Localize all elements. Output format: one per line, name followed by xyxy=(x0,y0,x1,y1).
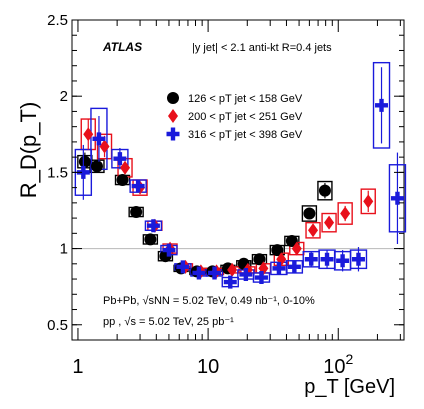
legend-marker-series-1 xyxy=(167,92,179,104)
sys-box-series-2 xyxy=(96,133,113,160)
point-series-3 xyxy=(113,152,127,166)
axis-ticks xyxy=(72,19,404,341)
legend-marker-series-3 xyxy=(166,127,180,141)
point-series-3 xyxy=(76,165,90,179)
point-series-2 xyxy=(291,241,302,256)
point-series-2 xyxy=(363,194,374,209)
point-series-1 xyxy=(144,233,157,246)
point-series-3 xyxy=(304,252,318,266)
x-tick-label: 102 xyxy=(323,351,353,378)
point-series-3 xyxy=(351,252,365,266)
experiment-label: ATLAS xyxy=(102,40,142,54)
point-series-2 xyxy=(324,215,335,230)
point-series-3 xyxy=(254,271,268,285)
point-series-1 xyxy=(271,244,284,257)
x-tick-label: 10 xyxy=(197,356,219,378)
legend-marker-series-2 xyxy=(168,109,178,123)
sys-box-series-1 xyxy=(301,205,318,222)
x-tick-label-exponent: 2 xyxy=(345,351,353,367)
point-series-3 xyxy=(272,261,286,275)
legend-label-series-1: 126 < pT jet < 158 GeV xyxy=(188,93,303,105)
y-tick-label: 2 xyxy=(60,88,68,105)
point-series-2 xyxy=(227,262,238,277)
annotation-pp: pp , √s = 5.02 TeV, 25 pb⁻¹ xyxy=(103,316,234,328)
sys-box-series-2 xyxy=(337,202,353,225)
y-tick-label: 1.5 xyxy=(47,164,68,181)
point-series-3 xyxy=(162,243,176,257)
point-series-3 xyxy=(390,191,404,205)
x-tick-label: 1 xyxy=(72,356,83,378)
point-series-3 xyxy=(176,260,190,274)
data-points xyxy=(76,67,404,289)
point-series-1 xyxy=(285,234,298,247)
point-series-3 xyxy=(131,179,145,193)
y-tick-label: 1 xyxy=(60,241,68,258)
point-series-3 xyxy=(320,252,334,266)
x-axis-title: p_T [GeV] xyxy=(304,376,395,398)
point-series-1 xyxy=(90,160,103,173)
point-series-3 xyxy=(336,254,350,268)
x-tick-label-base: 10 xyxy=(323,356,345,378)
point-series-1 xyxy=(116,174,129,186)
point-series-1 xyxy=(253,253,266,266)
y-axis-title: R_D(p_T) xyxy=(16,102,41,199)
point-series-1 xyxy=(130,206,143,218)
point-series-3 xyxy=(92,132,106,146)
plot-frame-border xyxy=(71,19,405,341)
point-series-1 xyxy=(78,155,91,168)
legend-label-series-3: 316 < pT jet < 398 GeV xyxy=(188,129,303,141)
point-series-1 xyxy=(303,207,316,220)
sys-box-series-2 xyxy=(321,212,337,233)
point-series-2 xyxy=(99,139,110,154)
point-series-2 xyxy=(308,223,319,238)
selection-label: |y jet| < 2.1 anti-kt R=0.4 jets xyxy=(192,42,332,54)
point-series-3 xyxy=(239,267,253,281)
annotation-pbpb: Pb+Pb, √sNN = 5.02 TeV, 0.49 nb⁻¹, 0-10% xyxy=(103,295,315,307)
tick-labels: 0.511.522.51 10 102 xyxy=(47,12,353,378)
sys-box-series-2 xyxy=(305,221,321,239)
point-series-2 xyxy=(340,206,351,221)
point-series-3 xyxy=(208,266,222,280)
point-series-3 xyxy=(375,98,389,112)
point-series-3 xyxy=(223,275,237,289)
legend-label-series-2: 200 < pT jet < 251 GeV xyxy=(188,111,303,123)
point-series-2 xyxy=(120,160,131,175)
point-series-3 xyxy=(146,219,160,233)
sys-box-series-1 xyxy=(317,180,333,201)
point-series-2 xyxy=(83,127,94,142)
y-tick-label: 0.5 xyxy=(47,317,68,334)
legend: 126 < pT jet < 158 GeV 200 < pT jet < 25… xyxy=(166,92,303,141)
point-series-1 xyxy=(318,184,331,197)
y-tick-label: 2.5 xyxy=(47,12,68,29)
sys-box-series-2 xyxy=(360,188,376,215)
point-series-3 xyxy=(192,266,206,280)
point-series-3 xyxy=(287,260,301,274)
plot-frame xyxy=(71,19,405,341)
sys-box-series-3 xyxy=(372,61,391,149)
